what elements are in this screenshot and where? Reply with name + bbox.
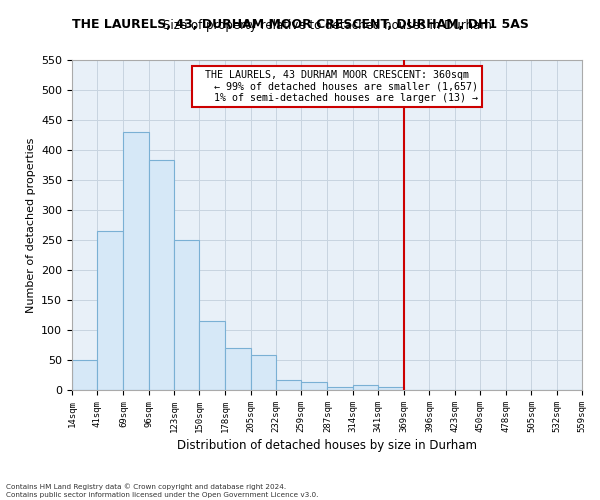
Bar — [301, 382, 328, 390]
X-axis label: Distribution of detached houses by size in Durham: Distribution of detached houses by size … — [177, 439, 477, 452]
Bar — [124, 132, 149, 390]
Bar — [328, 387, 353, 390]
Bar — [174, 240, 199, 390]
Bar — [353, 385, 378, 390]
Text: THE LAURELS, 43, DURHAM MOOR CRESCENT, DURHAM, DH1 5AS: THE LAURELS, 43, DURHAM MOOR CRESCENT, D… — [71, 18, 529, 30]
Title: Size of property relative to detached houses in Durham: Size of property relative to detached ho… — [163, 20, 491, 32]
Bar — [378, 387, 404, 390]
Bar — [149, 160, 174, 390]
Text: THE LAURELS, 43 DURHAM MOOR CRESCENT: 360sqm
   ← 99% of detached houses are sma: THE LAURELS, 43 DURHAM MOOR CRESCENT: 36… — [196, 70, 478, 103]
Bar — [97, 231, 124, 390]
Bar — [226, 348, 251, 390]
Bar — [199, 321, 226, 390]
Text: Contains HM Land Registry data © Crown copyright and database right 2024.
Contai: Contains HM Land Registry data © Crown c… — [6, 484, 319, 498]
Y-axis label: Number of detached properties: Number of detached properties — [26, 138, 35, 312]
Bar — [276, 380, 301, 390]
Bar — [72, 360, 97, 390]
Bar — [251, 355, 276, 390]
